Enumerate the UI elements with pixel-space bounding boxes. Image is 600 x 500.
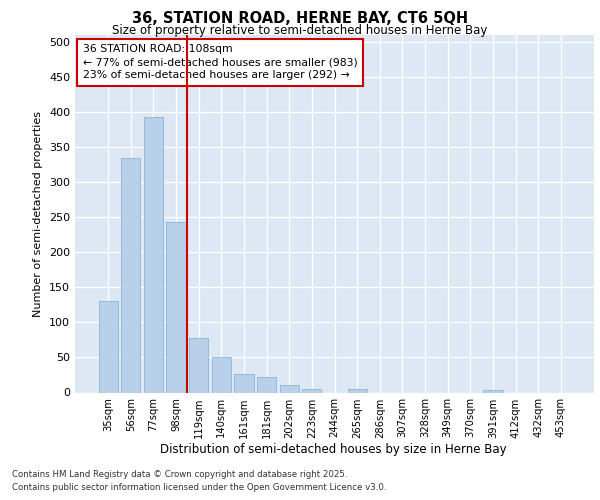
Text: 36, STATION ROAD, HERNE BAY, CT6 5QH: 36, STATION ROAD, HERNE BAY, CT6 5QH	[132, 11, 468, 26]
Bar	[189, 338, 208, 392]
Bar	[144, 117, 163, 392]
Bar	[166, 222, 186, 392]
Bar	[483, 390, 503, 392]
Text: Distribution of semi-detached houses by size in Herne Bay: Distribution of semi-detached houses by …	[160, 442, 506, 456]
Bar	[347, 389, 367, 392]
Bar	[280, 386, 299, 392]
Bar	[302, 389, 322, 392]
Text: Contains HM Land Registry data © Crown copyright and database right 2025.: Contains HM Land Registry data © Crown c…	[12, 470, 347, 479]
Text: 36 STATION ROAD: 108sqm
← 77% of semi-detached houses are smaller (983)
23% of s: 36 STATION ROAD: 108sqm ← 77% of semi-de…	[83, 44, 358, 80]
Text: Contains public sector information licensed under the Open Government Licence v3: Contains public sector information licen…	[12, 483, 386, 492]
Bar	[98, 302, 118, 392]
Bar	[121, 158, 140, 392]
Text: Size of property relative to semi-detached houses in Herne Bay: Size of property relative to semi-detach…	[112, 24, 488, 37]
Bar	[212, 358, 231, 392]
Y-axis label: Number of semi-detached properties: Number of semi-detached properties	[34, 111, 43, 317]
Bar	[235, 374, 254, 392]
Bar	[257, 377, 276, 392]
